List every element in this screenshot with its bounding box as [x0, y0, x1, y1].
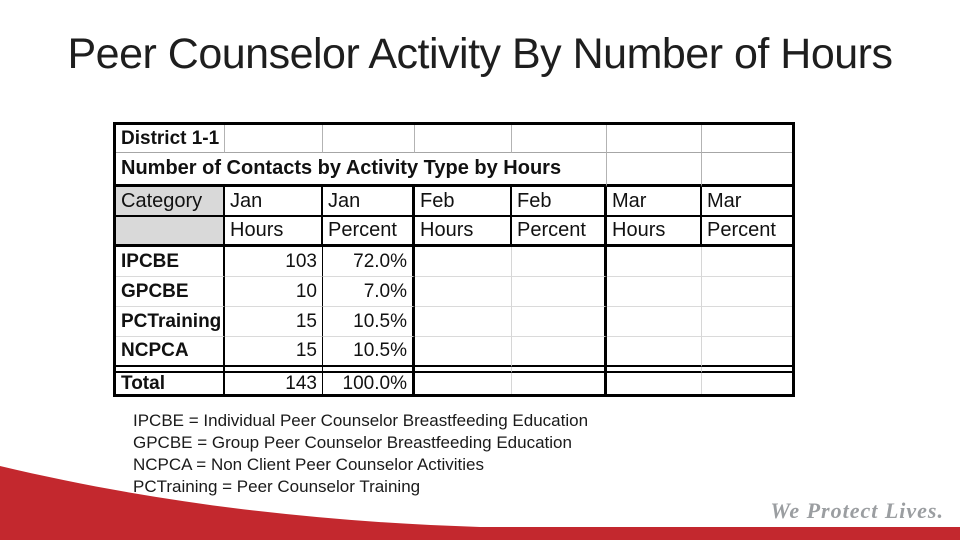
table-cell-empty — [415, 307, 512, 337]
table-cell-empty — [415, 373, 512, 394]
table-cell-empty — [323, 153, 415, 187]
table-cell-empty — [323, 125, 415, 153]
tagline: We Protect Lives. — [770, 498, 944, 523]
table-cell-empty — [512, 247, 607, 277]
table-cell-empty — [512, 373, 607, 394]
table-subtitle-cell: Number of Contacts by Activity Type by H… — [116, 153, 561, 187]
divider-spacer — [225, 367, 323, 373]
category-header-cell: Category — [116, 187, 225, 217]
table-cell-empty — [702, 337, 792, 367]
month-header-feb-hours: Feb — [415, 187, 512, 217]
table-cell-empty — [607, 247, 702, 277]
table-cell-empty — [607, 277, 702, 307]
jan-percent-value: 7.0% — [323, 277, 415, 307]
footer-swoosh — [0, 466, 960, 540]
row-label: NCPCA — [116, 337, 225, 367]
table-cell-empty — [225, 125, 323, 153]
jan-hours-value: 10 — [225, 277, 323, 307]
legend-line-ncpca: NCPCA = Non Client Peer Counselor Activi… — [133, 455, 485, 474]
table-cell-empty — [702, 247, 792, 277]
table-cell-empty — [702, 373, 792, 394]
row-label: GPCBE — [116, 277, 225, 307]
table-cell-empty — [225, 153, 323, 187]
month-header-jan-hours: Jan — [225, 187, 323, 217]
district-cell: District 1-1 — [116, 125, 225, 153]
measure-header: Percent — [702, 217, 792, 247]
table-cell-empty — [607, 307, 702, 337]
divider-spacer — [323, 367, 415, 373]
table-cell-empty — [415, 125, 512, 153]
table-cell-empty — [116, 217, 225, 247]
table-cell-empty — [607, 337, 702, 367]
table-cell-empty — [512, 307, 607, 337]
jan-hours-value: 103 — [225, 247, 323, 277]
activity-table: District 1-1 Number of Contacts by Activ… — [113, 122, 795, 397]
table-cell-empty — [415, 247, 512, 277]
measure-header: Percent — [323, 217, 415, 247]
legend-line-pctraining: PCTraining = Peer Counselor Training — [133, 477, 421, 496]
measure-header: Hours — [415, 217, 512, 247]
jan-hours-value: 15 — [225, 307, 323, 337]
divider-spacer — [415, 367, 512, 373]
table-cell-empty — [415, 153, 512, 187]
row-label: PCTraining — [116, 307, 225, 337]
table-cell-empty — [607, 153, 702, 187]
total-hours-value: 143 — [225, 373, 323, 394]
measure-header: Percent — [512, 217, 607, 247]
table-cell-empty — [512, 125, 607, 153]
table-cell-empty — [512, 153, 607, 187]
table-cell-empty — [702, 125, 792, 153]
divider-spacer — [116, 367, 225, 373]
month-header-feb-percent: Feb — [512, 187, 607, 217]
divider-spacer — [512, 367, 607, 373]
jan-percent-value: 10.5% — [323, 307, 415, 337]
jan-percent-value: 72.0% — [323, 247, 415, 277]
measure-header: Hours — [607, 217, 702, 247]
table-cell-empty — [512, 277, 607, 307]
legend-line-ipcbe: IPCBE = Individual Peer Counselor Breast… — [133, 411, 589, 430]
month-header-mar-percent: Mar — [702, 187, 792, 217]
total-percent-value: 100.0% — [323, 373, 415, 394]
divider-spacer — [702, 367, 792, 373]
divider-spacer — [607, 367, 702, 373]
table-cell-empty — [607, 125, 702, 153]
slide-title: Peer Counselor Activity By Number of Hou… — [67, 30, 894, 78]
table-cell-empty — [702, 277, 792, 307]
row-label: IPCBE — [116, 247, 225, 277]
table-cell-empty — [702, 307, 792, 337]
table-cell-empty — [607, 373, 702, 394]
legend-line-gpcbe: GPCBE = Group Peer Counselor Breastfeedi… — [133, 433, 572, 452]
measure-header: Hours — [225, 217, 323, 247]
month-header-mar-hours: Mar — [607, 187, 702, 217]
table-cell-empty — [415, 277, 512, 307]
table-cell-empty — [512, 337, 607, 367]
jan-hours-value: 15 — [225, 337, 323, 367]
abbreviation-legend: IPCBE = Individual Peer Counselor Breast… — [133, 410, 588, 498]
total-label: Total — [116, 373, 225, 394]
jan-percent-value: 10.5% — [323, 337, 415, 367]
footer-swoosh-shape — [0, 466, 960, 540]
table-cell-empty — [415, 337, 512, 367]
month-header-jan-percent: Jan — [323, 187, 415, 217]
table-cell-empty — [702, 153, 792, 187]
